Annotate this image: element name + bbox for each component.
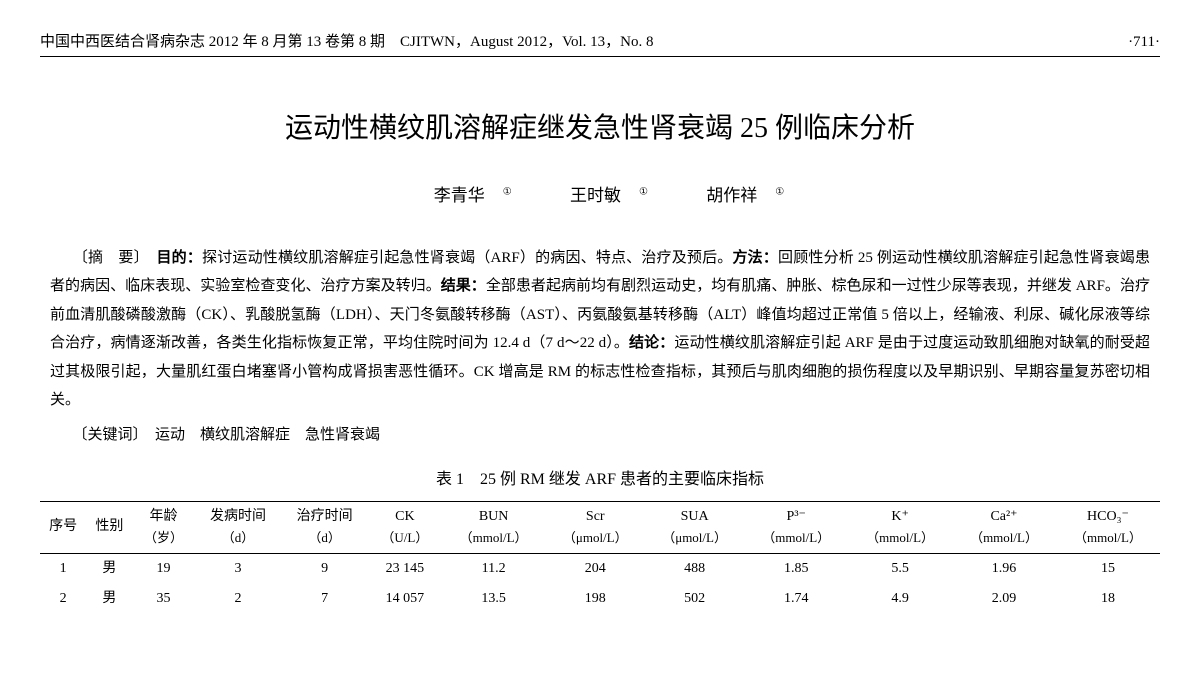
table-cell: 23 145 bbox=[368, 553, 442, 584]
table-cell: 204 bbox=[546, 553, 645, 584]
table-cell: 9 bbox=[281, 553, 368, 584]
table-cell: 男 bbox=[86, 584, 132, 614]
table-col: 年龄（岁） bbox=[132, 501, 194, 553]
table-cell: 15 bbox=[1056, 553, 1160, 584]
table-cell: 2 bbox=[195, 584, 282, 614]
table-col: K⁺（mmol/L） bbox=[848, 501, 952, 553]
article-title: 运动性横纹肌溶解症继发急性肾衰竭 25 例临床分析 bbox=[40, 107, 1160, 152]
table-cell: 11.2 bbox=[442, 553, 546, 584]
header-page: ·711· bbox=[1128, 30, 1160, 54]
table-cell: 5.5 bbox=[848, 553, 952, 584]
table-cell: 7 bbox=[281, 584, 368, 614]
results-label: 结果： bbox=[441, 278, 486, 294]
keywords-line: 〔关键词〕 运动 横纹肌溶解症 急性肾衰竭 bbox=[50, 423, 1150, 447]
table-row: 1男193923 14511.22044881.855.51.9615 bbox=[40, 553, 1160, 584]
table-cell: 3 bbox=[195, 553, 282, 584]
table-cell: 1.74 bbox=[744, 584, 848, 614]
table-cell: 19 bbox=[132, 553, 194, 584]
table-col: BUN（mmol/L） bbox=[442, 501, 546, 553]
table-cell: 男 bbox=[86, 553, 132, 584]
table-cell: 1.85 bbox=[744, 553, 848, 584]
abstract-label: 〔摘 要〕 bbox=[80, 250, 141, 266]
methods-label: 方法： bbox=[732, 250, 778, 266]
table-col: 性别 bbox=[86, 501, 132, 553]
table-col: P³⁻（mmol/L） bbox=[744, 501, 848, 553]
authors-line: 李青华① 王时敏① 胡作祥① bbox=[40, 182, 1160, 209]
table-cell: 14 057 bbox=[368, 584, 442, 614]
abstract-block: 〔摘 要〕 目的：探讨运动性横纹肌溶解症引起急性肾衰竭（ARF）的病因、特点、治… bbox=[50, 244, 1150, 415]
table-cell: 1.96 bbox=[952, 553, 1056, 584]
table-head: 序号性别年龄（岁）发病时间（d）治疗时间（d）CK（U/L）BUN（mmol/L… bbox=[40, 501, 1160, 553]
running-header: 中国中西医结合肾病杂志 2012 年 8 月第 13 卷第 8 期 CJITWN… bbox=[40, 30, 1160, 57]
table-col: CK（U/L） bbox=[368, 501, 442, 553]
keywords-text: 运动 横纹肌溶解症 急性肾衰竭 bbox=[155, 427, 380, 443]
author-3: 胡作祥① bbox=[688, 186, 784, 205]
table-cell: 2 bbox=[40, 584, 86, 614]
table-col: Ca²⁺（mmol/L） bbox=[952, 501, 1056, 553]
table-body: 1男193923 14511.22044881.855.51.96152男352… bbox=[40, 553, 1160, 614]
table-cell: 4.9 bbox=[848, 584, 952, 614]
table-cell: 35 bbox=[132, 584, 194, 614]
conclusion-label: 结论： bbox=[629, 335, 674, 351]
table-col: Scr（μmol/L） bbox=[546, 501, 645, 553]
objective-label: 目的： bbox=[156, 250, 202, 266]
table-cell: 18 bbox=[1056, 584, 1160, 614]
table-cell: 1 bbox=[40, 553, 86, 584]
table-col: 序号 bbox=[40, 501, 86, 553]
author-1: 李青华① bbox=[416, 186, 512, 205]
table-col: HCO₃⁻（mmol/L） bbox=[1056, 501, 1160, 553]
table-col: 发病时间（d） bbox=[195, 501, 282, 553]
table-cell: 502 bbox=[645, 584, 744, 614]
keywords-label: 〔关键词〕 bbox=[80, 427, 140, 443]
header-left: 中国中西医结合肾病杂志 2012 年 8 月第 13 卷第 8 期 CJITWN… bbox=[40, 30, 653, 54]
table-cell: 488 bbox=[645, 553, 744, 584]
table-caption: 表 1 25 例 RM 继发 ARF 患者的主要临床指标 bbox=[40, 467, 1160, 493]
clinical-table: 序号性别年龄（岁）发病时间（d）治疗时间（d）CK（U/L）BUN（mmol/L… bbox=[40, 501, 1160, 615]
objective-text: 探讨运动性横纹肌溶解症引起急性肾衰竭（ARF）的病因、特点、治疗及预后。 bbox=[202, 250, 732, 266]
table-row: 2男352714 05713.51985021.744.92.0918 bbox=[40, 584, 1160, 614]
table-col: 治疗时间（d） bbox=[281, 501, 368, 553]
table-col: SUA（μmol/L） bbox=[645, 501, 744, 553]
author-2: 王时敏① bbox=[552, 186, 648, 205]
table-cell: 198 bbox=[546, 584, 645, 614]
table-cell: 2.09 bbox=[952, 584, 1056, 614]
table-cell: 13.5 bbox=[442, 584, 546, 614]
